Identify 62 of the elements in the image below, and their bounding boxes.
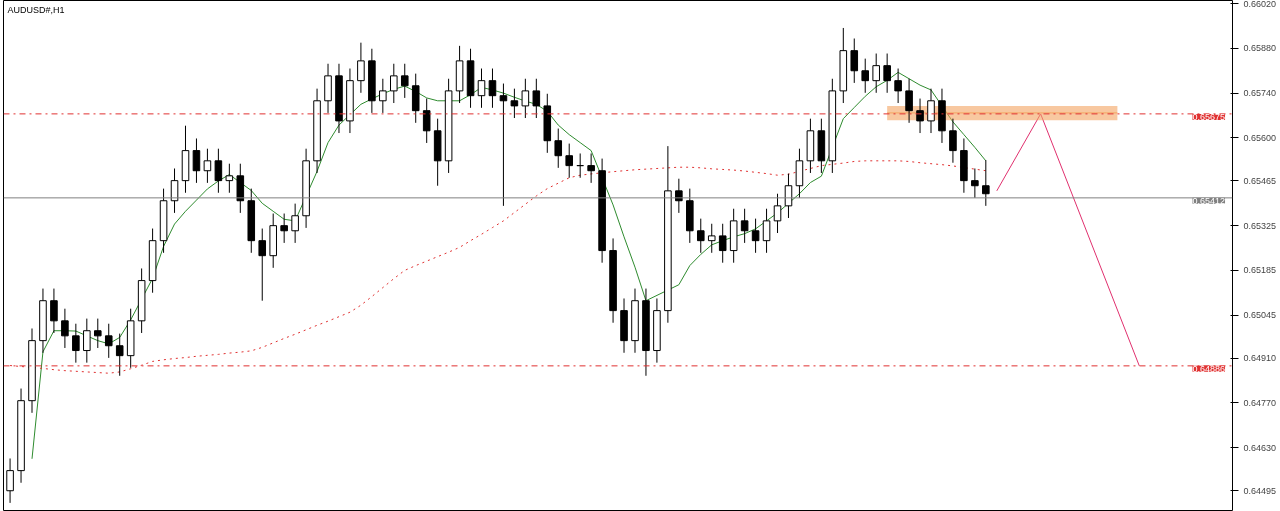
candlestick — [883, 53, 891, 94]
y-tick-label: 0.65465 — [1243, 175, 1277, 186]
y-tick-label: 0.66020 — [1243, 0, 1277, 9]
candlestick — [83, 318, 91, 364]
y-tick-label: 0.65185 — [1243, 265, 1277, 276]
candlestick — [707, 223, 716, 254]
ref-line-label: 0.64886 — [1192, 363, 1226, 374]
candlestick — [971, 167, 979, 199]
candlestick — [718, 223, 727, 264]
candlestick — [751, 218, 760, 254]
y-tick-label: 0.65045 — [1243, 310, 1277, 321]
y-tick-label: 0.65740 — [1243, 88, 1277, 99]
candlestick — [72, 323, 80, 364]
candlestick — [422, 98, 431, 144]
candlestick — [565, 143, 573, 179]
candlestick — [696, 218, 705, 254]
candlestick — [587, 152, 595, 184]
candlestick — [894, 68, 902, 104]
candlestick — [94, 318, 102, 349]
candlestick — [499, 83, 508, 207]
candlestick — [50, 288, 58, 334]
candlestick — [390, 63, 398, 104]
candlestick — [554, 128, 563, 169]
candlestick — [400, 63, 409, 99]
candlestick — [61, 308, 69, 349]
candlestick — [773, 193, 782, 234]
candlestick — [357, 42, 365, 94]
candlestick — [258, 228, 267, 302]
candlestick — [982, 159, 990, 207]
candlestick — [115, 333, 124, 377]
candlestick — [225, 163, 234, 194]
candlestick — [203, 148, 212, 184]
y-tick-label: 0.65325 — [1243, 220, 1277, 231]
candlestick — [214, 148, 223, 194]
candlestick — [104, 323, 113, 359]
candlestick — [762, 208, 771, 254]
candlestick — [477, 68, 486, 109]
candlestick — [488, 68, 497, 109]
y-tick-label: 0.65600 — [1243, 132, 1277, 143]
candlestick — [740, 208, 749, 244]
y-tick-label: 0.65880 — [1243, 43, 1277, 54]
candlestick — [850, 38, 859, 84]
candlestick — [379, 78, 387, 114]
candlestick — [861, 58, 870, 94]
candlestick — [905, 78, 913, 124]
candlestick — [949, 118, 957, 164]
candlestick — [872, 53, 880, 94]
y-tick-label: 0.64630 — [1243, 442, 1277, 453]
candlestick — [532, 78, 541, 119]
y-tick-label: 0.64910 — [1243, 353, 1277, 364]
candlestick — [192, 137, 201, 184]
y-tick-label: 0.64495 — [1243, 485, 1277, 496]
ref-line-label: 0.65412 — [1192, 195, 1226, 206]
candlestick — [6, 457, 14, 504]
candlestick — [521, 78, 530, 119]
candlestick — [291, 203, 299, 244]
candlestick — [510, 88, 519, 119]
candlestick — [927, 88, 935, 134]
text: AUDUSD#,H1 — [7, 4, 65, 15]
ref-line-label: 0.65675 — [1192, 111, 1226, 122]
candlestick — [280, 213, 288, 244]
y-tick-label: 0.64770 — [1243, 397, 1277, 408]
